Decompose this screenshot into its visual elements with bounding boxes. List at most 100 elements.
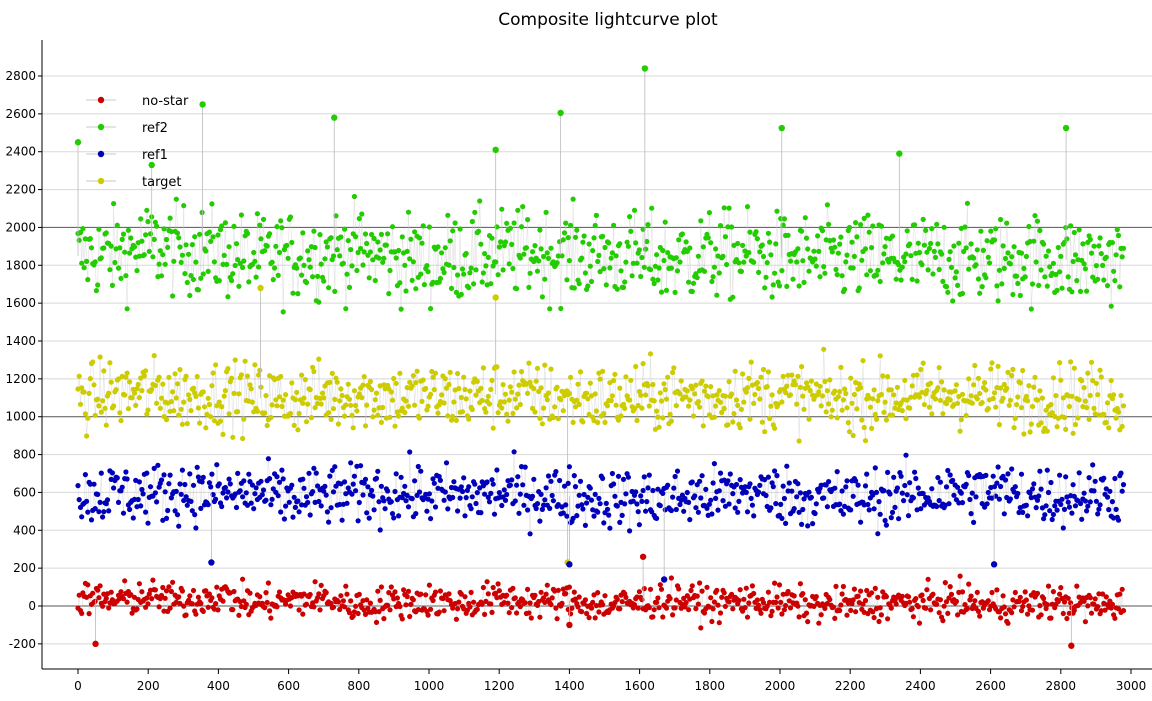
data-point <box>968 593 974 599</box>
data-point <box>643 246 649 252</box>
data-point <box>316 356 322 362</box>
data-point <box>286 499 292 505</box>
data-point <box>549 492 555 499</box>
data-point <box>943 599 950 605</box>
data-point <box>353 234 359 240</box>
data-point <box>1037 468 1043 474</box>
data-point <box>1054 287 1060 293</box>
data-point <box>256 372 262 378</box>
data-point <box>915 604 921 610</box>
data-point <box>854 234 860 240</box>
data-point <box>163 588 170 594</box>
data-point <box>310 274 316 280</box>
data-point <box>1043 253 1049 259</box>
data-point <box>267 608 273 614</box>
data-point <box>986 260 993 266</box>
data-point <box>538 491 544 497</box>
data-point <box>1047 508 1053 514</box>
data-point <box>125 406 131 412</box>
data-point <box>1111 268 1117 274</box>
data-point <box>700 423 706 429</box>
data-point <box>156 261 162 267</box>
data-point <box>714 392 720 398</box>
data-point <box>794 401 800 407</box>
data-point <box>813 501 819 507</box>
data-point <box>749 502 756 508</box>
data-point <box>673 403 679 409</box>
data-point <box>339 517 345 523</box>
data-point <box>413 286 419 292</box>
data-point <box>213 362 219 368</box>
data-point <box>485 393 491 399</box>
data-point <box>1004 220 1010 226</box>
data-point <box>996 496 1003 502</box>
data-point <box>138 216 144 222</box>
data-point <box>802 597 808 603</box>
data-point <box>768 403 774 409</box>
data-point <box>157 405 163 411</box>
data-point <box>646 472 652 478</box>
data-point <box>899 593 905 600</box>
data-point <box>387 267 393 274</box>
data-point <box>982 380 988 386</box>
data-point <box>1043 407 1049 413</box>
data-point <box>832 244 838 250</box>
data-point <box>588 497 595 503</box>
data-point <box>240 494 246 500</box>
data-point <box>953 598 960 605</box>
data-point <box>923 605 929 611</box>
data-point <box>416 235 423 241</box>
data-point <box>754 597 761 603</box>
data-point <box>958 490 964 496</box>
data-point <box>932 396 939 402</box>
data-point <box>715 602 721 608</box>
data-point <box>808 494 815 500</box>
data-point <box>527 600 533 606</box>
data-point <box>307 264 313 270</box>
data-point <box>231 390 237 396</box>
data-point <box>292 397 298 403</box>
data-point <box>655 414 661 420</box>
data-point <box>904 397 910 403</box>
data-point <box>602 244 608 251</box>
data-point <box>1097 235 1103 241</box>
series-ref1 <box>75 449 1127 583</box>
data-point <box>370 493 376 499</box>
data-point <box>205 268 211 274</box>
outlier-point <box>639 553 647 560</box>
data-point <box>408 236 414 242</box>
data-point <box>968 393 974 399</box>
data-point <box>740 371 746 377</box>
data-point <box>801 496 807 502</box>
data-point <box>861 424 867 431</box>
data-point <box>190 587 197 594</box>
data-point <box>1112 615 1118 621</box>
data-point <box>194 464 200 470</box>
data-point <box>543 485 549 491</box>
data-point <box>717 399 724 405</box>
data-point <box>896 516 902 522</box>
data-point <box>622 501 628 507</box>
data-point <box>888 515 894 521</box>
y-tick-label: 800 <box>13 448 36 462</box>
data-point <box>263 393 269 399</box>
data-point <box>334 247 340 253</box>
data-point <box>892 504 898 510</box>
data-point <box>721 205 727 211</box>
data-point <box>835 394 842 400</box>
data-point <box>483 263 489 269</box>
data-point <box>1087 499 1093 505</box>
data-point <box>663 287 670 293</box>
data-point <box>893 276 899 282</box>
data-point <box>289 482 295 488</box>
data-point <box>908 253 914 259</box>
data-point <box>558 305 564 312</box>
data-point <box>721 405 727 412</box>
data-point <box>627 528 633 534</box>
data-point <box>115 499 122 505</box>
data-point <box>512 396 518 402</box>
data-point <box>333 213 339 219</box>
data-point <box>241 416 247 422</box>
data-point <box>515 391 521 397</box>
data-point <box>587 263 593 269</box>
